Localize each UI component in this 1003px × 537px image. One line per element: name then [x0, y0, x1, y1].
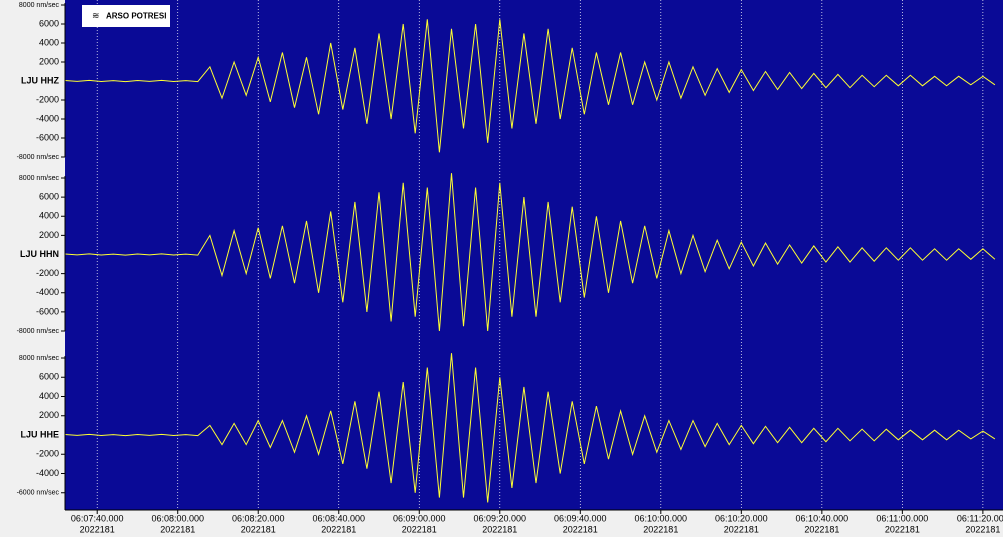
y-tick-label: 6000	[39, 372, 59, 382]
trace	[64, 173, 996, 332]
x-tick-label: 06:10:40.000	[796, 513, 849, 523]
y-tick-label: -4000	[36, 287, 59, 297]
x-tick-label: 06:08:40.000	[312, 513, 365, 523]
x-tick-label: 06:10:00.000	[635, 513, 688, 523]
y-tick-label: 4000	[39, 391, 59, 401]
x-tick-sublabel: 2022181	[563, 524, 598, 534]
x-tick-label: 06:11:00.000	[876, 513, 928, 523]
y-tick-label: 8000 nm/sec	[19, 355, 60, 362]
plot-background	[65, 0, 1003, 510]
x-tick-sublabel: 2022181	[643, 524, 678, 534]
y-tick-label: 4000	[39, 211, 59, 221]
x-tick-label: 06:08:00.000	[151, 513, 204, 523]
x-tick-label: 06:09:00.000	[393, 513, 446, 523]
y-tick-label: 2000	[39, 56, 59, 66]
x-tick-sublabel: 2022181	[885, 524, 920, 534]
x-tick-label: 06:08:20.000	[232, 513, 285, 523]
y-tick-label: -2000	[36, 94, 59, 104]
y-tick-label: -2000	[36, 449, 59, 459]
y-tick-label: 4000	[39, 37, 59, 47]
channel-name: LJU HHZ	[21, 75, 60, 85]
y-tick-label: -2000	[36, 268, 59, 278]
logo-box	[82, 5, 170, 27]
x-tick-sublabel: 2022181	[241, 524, 276, 534]
x-tick-sublabel: 2022181	[321, 524, 356, 534]
logo-text: ARSO POTRESI	[106, 12, 166, 21]
x-tick-sublabel: 2022181	[402, 524, 437, 534]
x-tick-label: 06:09:40.000	[554, 513, 607, 523]
y-tick-label: -4000	[36, 113, 59, 123]
x-tick-sublabel: 2022181	[482, 524, 517, 534]
y-tick-label: 6000	[39, 192, 59, 202]
y-tick-label: 6000	[39, 18, 59, 28]
y-tick-label: 8000 nm/sec	[19, 2, 60, 9]
x-tick-sublabel: 2022181	[804, 524, 839, 534]
x-tick-label: 06:07:40.000	[71, 513, 124, 523]
y-tick-label: -8000 nm/sec	[17, 328, 60, 335]
channel-name: LJU HHN	[20, 249, 59, 259]
x-tick-label: 06:10:20.000	[715, 513, 768, 523]
trace	[64, 19, 996, 153]
y-tick-label: 2000	[39, 230, 59, 240]
y-tick-label: 8000 nm/sec	[19, 175, 60, 182]
logo-icon: ≋	[92, 10, 100, 20]
x-tick-label: 06:11:20.000	[957, 513, 1003, 523]
x-tick-sublabel: 2022181	[160, 524, 195, 534]
x-tick-sublabel: 2022181	[80, 524, 115, 534]
x-tick-sublabel: 2022181	[965, 524, 1000, 534]
channel-name: LJU HHE	[20, 429, 59, 439]
y-tick-label: -6000 nm/sec	[17, 490, 60, 497]
trace	[64, 353, 996, 503]
y-tick-label: -4000	[36, 468, 59, 478]
x-axis-band	[0, 510, 1003, 537]
x-tick-sublabel: 2022181	[724, 524, 759, 534]
y-tick-label: 2000	[39, 410, 59, 420]
y-tick-label: -8000 nm/sec	[17, 154, 60, 161]
y-tick-label: -6000	[36, 132, 59, 142]
x-tick-label: 06:09:20.000	[473, 513, 526, 523]
y-tick-label: -6000	[36, 306, 59, 316]
